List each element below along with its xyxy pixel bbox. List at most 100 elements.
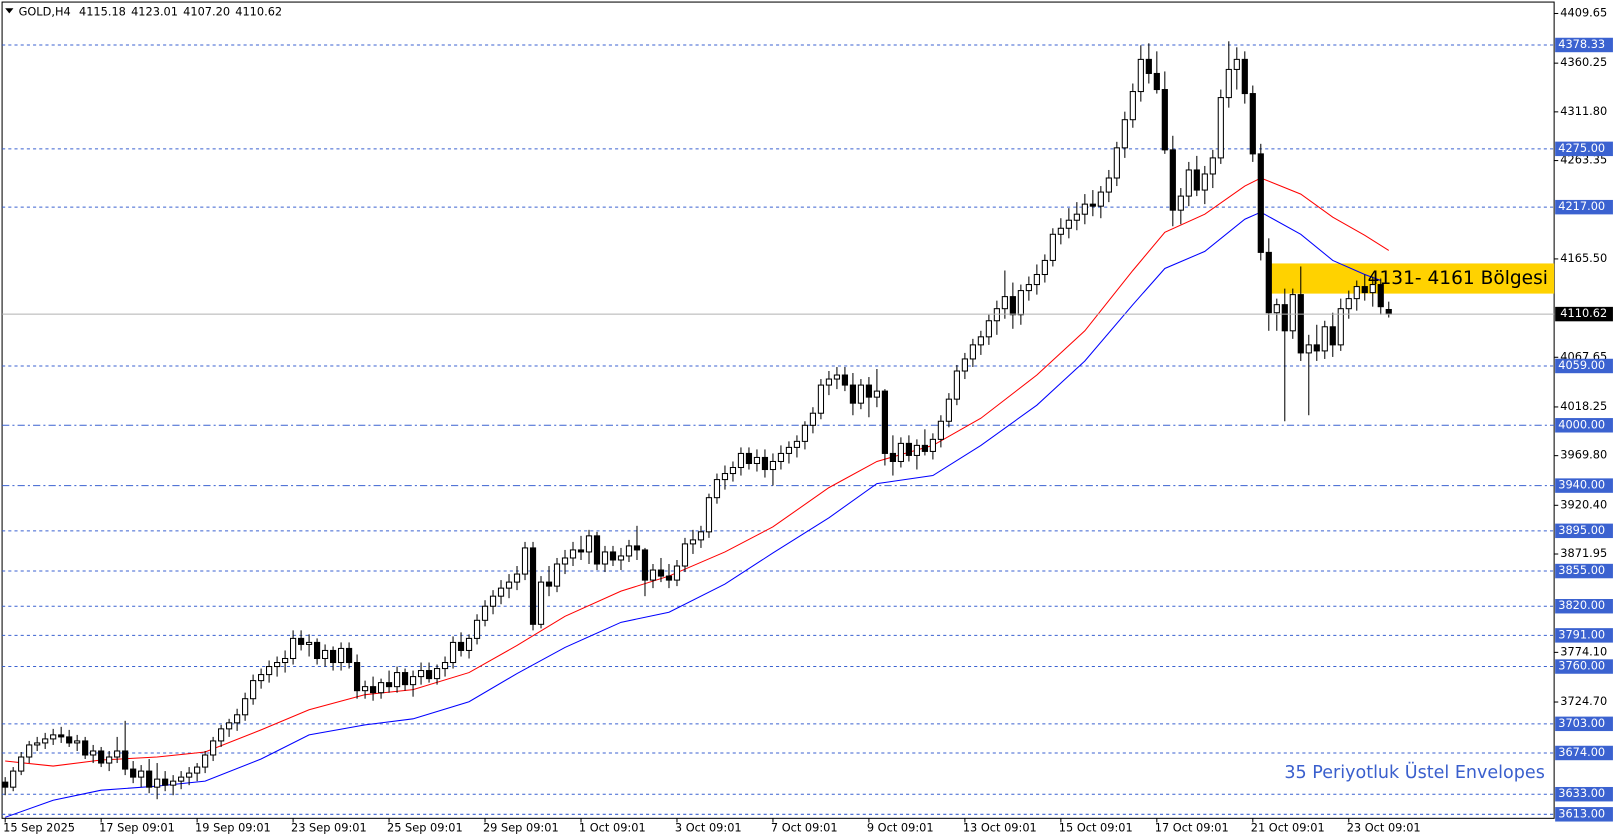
candle-body <box>1153 72 1160 91</box>
x-tick-label: 13 Oct 09:01 <box>963 821 1037 835</box>
level-label: 4378.33 <box>1558 37 1605 51</box>
candle-body <box>274 662 281 668</box>
level-label-bg <box>1555 418 1613 433</box>
candle-body <box>825 378 833 386</box>
level-label: 4059.00 <box>1558 358 1605 372</box>
candle-body <box>425 670 433 680</box>
level-label: 3674.00 <box>1558 745 1605 759</box>
candle-body <box>1305 344 1312 354</box>
candle-body <box>449 641 457 664</box>
candle-body <box>34 742 41 746</box>
candle-body <box>649 569 657 581</box>
candle-body <box>393 672 401 688</box>
y-tick-label: 3871.95 <box>1560 546 1607 560</box>
candle-body <box>913 444 920 456</box>
candle-body <box>601 551 609 565</box>
candle-body <box>481 605 489 621</box>
candle-body <box>1281 304 1288 332</box>
candle-body <box>266 666 273 676</box>
candle-body <box>186 772 193 778</box>
candle-body <box>433 668 441 680</box>
candle-body <box>1185 169 1192 197</box>
zone-box <box>1271 263 1555 294</box>
candle-body <box>114 750 121 758</box>
candle-body <box>897 442 905 462</box>
candle-body <box>2 781 9 788</box>
level-label: 3820.00 <box>1558 598 1605 612</box>
candle-body <box>82 740 89 756</box>
candle-body <box>713 479 721 499</box>
level-label-bg <box>1555 563 1613 579</box>
x-tick-label: 17 Sep 09:01 <box>99 821 175 835</box>
candle-body <box>521 547 529 575</box>
candle-body <box>417 670 425 678</box>
candle-body <box>1177 195 1184 211</box>
candle-body <box>833 374 841 380</box>
candle-body <box>369 686 377 694</box>
candle-body <box>697 531 705 541</box>
candle-body <box>561 557 569 565</box>
candle-body <box>961 358 968 372</box>
candle-body <box>90 750 97 756</box>
candle-body <box>1105 177 1112 193</box>
candle-body <box>1297 294 1304 354</box>
candle-body <box>26 744 33 758</box>
candle-body <box>1353 286 1360 300</box>
symbol: GOLD,H4 <box>19 4 71 18</box>
candle-body <box>1313 344 1320 352</box>
candle-body <box>170 780 177 786</box>
candle-body <box>1209 157 1216 175</box>
candle-body <box>58 734 65 738</box>
candle-body <box>154 778 161 788</box>
y-tick-label: 4165.50 <box>1560 251 1607 265</box>
candle-body <box>945 398 952 422</box>
candle-body <box>1057 227 1064 235</box>
candle-body <box>1217 97 1224 159</box>
candle-body <box>633 545 641 551</box>
candle-body <box>194 766 201 774</box>
candle-body <box>985 320 992 338</box>
candle-body <box>1073 213 1080 221</box>
candle-body <box>1233 58 1240 70</box>
candle-body <box>74 740 81 744</box>
candle-body <box>673 565 681 581</box>
x-tick-label: 21 Oct 09:01 <box>1251 821 1325 835</box>
candle-body <box>857 384 865 404</box>
x-tick-label: 23 Oct 09:01 <box>1347 821 1421 835</box>
x-tick-label: 1 Oct 09:01 <box>579 821 646 835</box>
level-label-bg <box>1555 628 1613 643</box>
candle-body <box>729 466 737 475</box>
y-tick-label: 4409.65 <box>1560 5 1607 19</box>
candle-body <box>226 722 233 730</box>
candle-body <box>529 547 537 625</box>
candle-body <box>769 460 777 471</box>
candle-body <box>1049 233 1056 261</box>
candle-body <box>10 770 17 788</box>
candle-body <box>737 452 745 469</box>
candle-body <box>921 444 928 452</box>
candle-body <box>353 662 361 692</box>
candle-body <box>1041 259 1048 276</box>
candle-body <box>297 637 305 645</box>
candle-body <box>1257 153 1264 253</box>
high-value: 4123.01 <box>131 4 178 18</box>
candle-body <box>457 641 465 651</box>
level-label: 3760.00 <box>1558 659 1605 673</box>
candle-body <box>1361 286 1368 294</box>
candle-body <box>289 637 297 660</box>
y-tick-label: 3920.40 <box>1560 497 1607 511</box>
level-label-bg <box>1555 199 1613 215</box>
candle-body <box>1249 93 1256 155</box>
candle-body <box>761 456 769 471</box>
candle-body <box>1025 284 1032 292</box>
level-label-bg <box>1555 807 1613 822</box>
candle-body <box>1009 296 1016 316</box>
candle-body <box>505 581 513 589</box>
candle-body <box>234 714 241 724</box>
candle-body <box>489 595 497 607</box>
candle-body <box>545 581 553 587</box>
level-label: 3791.00 <box>1558 627 1605 641</box>
candle-body <box>329 649 337 664</box>
